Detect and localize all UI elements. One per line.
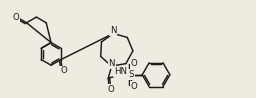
Text: S: S	[128, 70, 134, 79]
Text: HN: HN	[114, 67, 127, 76]
Text: O: O	[131, 59, 137, 68]
Text: N: N	[108, 59, 115, 68]
Text: O: O	[12, 13, 19, 22]
Text: N: N	[110, 26, 116, 35]
Text: O: O	[131, 82, 137, 91]
Text: O: O	[107, 85, 114, 94]
Text: O: O	[60, 66, 67, 75]
